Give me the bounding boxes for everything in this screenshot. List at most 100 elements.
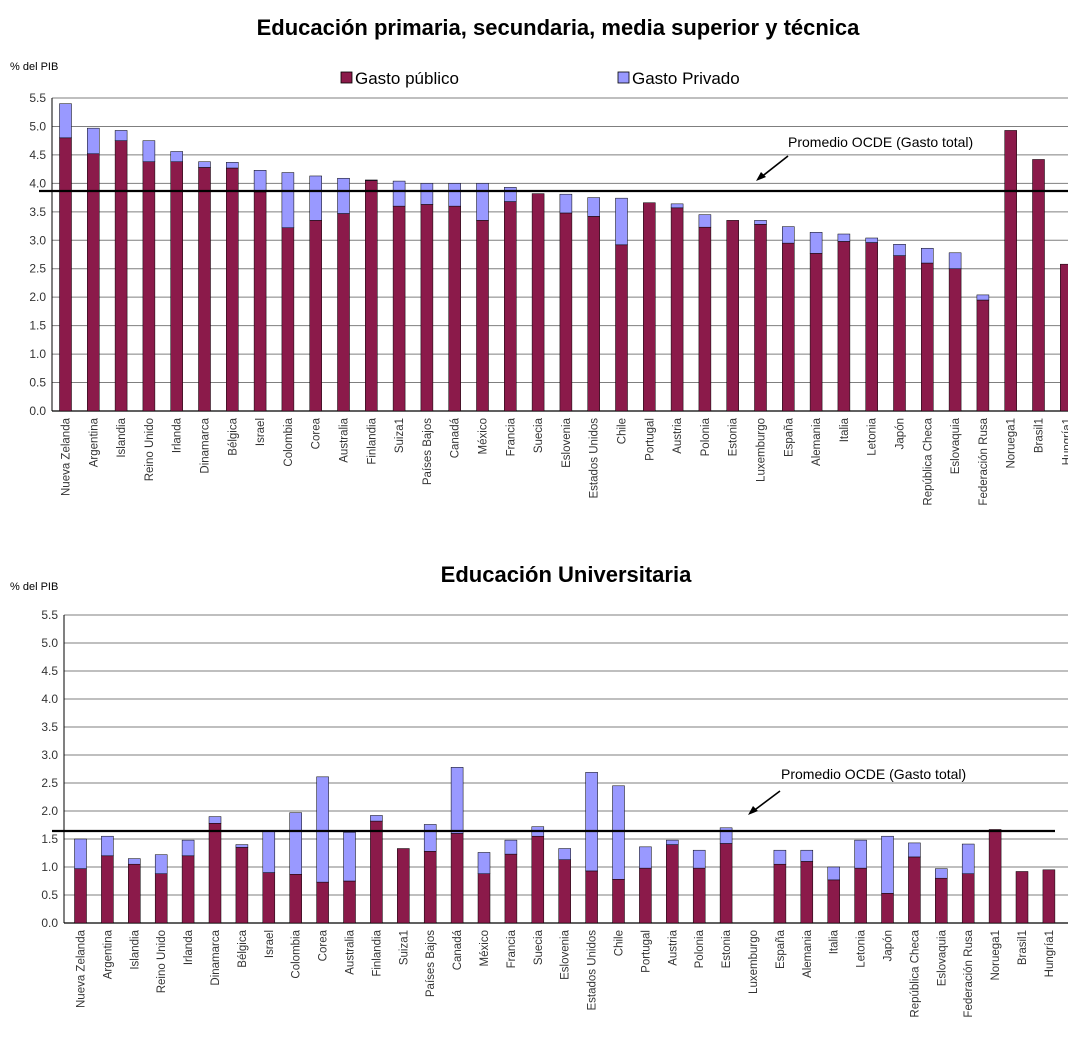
bars [75, 767, 1055, 923]
y-tick-label: 3.5 [29, 205, 46, 219]
y-tick-label: 3.5 [41, 720, 58, 734]
annotation-arrow [752, 791, 780, 812]
bar-private [782, 227, 794, 244]
y-tick-label: 2.0 [41, 804, 58, 818]
bar-private [935, 869, 947, 879]
x-tick-label: Irlanda [183, 929, 195, 965]
bar-public [393, 206, 405, 411]
bar-private [317, 777, 329, 882]
y-unit-label: % del PIB [10, 581, 58, 593]
bar-public [254, 192, 266, 411]
bar-public [115, 141, 127, 411]
bar-public [317, 882, 329, 923]
bar-public [370, 821, 382, 923]
bar-public [613, 879, 625, 923]
bar-private [290, 813, 302, 875]
bar-public [616, 245, 628, 411]
y-axis-ticks: 0.00.51.01.52.02.53.03.54.04.55.05.5 [41, 608, 64, 930]
x-tick-label: Noruega1 [990, 930, 1002, 981]
bar-public [588, 216, 600, 411]
bar-public [977, 300, 989, 411]
bar-public [1005, 130, 1017, 411]
chart-title: Educación Universitaria [441, 562, 692, 587]
x-tick-label: Alemania [811, 417, 823, 466]
bar-public [532, 194, 544, 411]
bar-public [75, 869, 87, 923]
chart-primary-secondary: Educación primaria, secundaria, media su… [10, 15, 1068, 506]
x-tick-label: Eslovenia [561, 417, 573, 467]
bar-private [977, 295, 989, 300]
x-tick-label: Noruega1 [1006, 418, 1018, 469]
x-tick-label: Chile [614, 930, 626, 956]
bar-public [310, 220, 322, 411]
bar-public [236, 847, 248, 923]
bar-public [365, 181, 377, 411]
bar-public [727, 220, 739, 411]
x-tick-label: Portugal [644, 418, 656, 461]
bar-public [666, 845, 678, 923]
bar-public [755, 224, 767, 411]
x-tick-label: Estonia [728, 417, 740, 456]
bar-public [639, 868, 651, 923]
bar-public [671, 208, 683, 411]
bar-public [855, 868, 867, 923]
bar-public [344, 881, 356, 923]
y-tick-label: 0.5 [29, 376, 46, 390]
bar-private [505, 840, 517, 854]
bar-private [855, 840, 867, 868]
x-tick-label: Letonia [856, 929, 868, 967]
bar-private [60, 104, 72, 138]
x-tick-label: Dinamarca [200, 417, 212, 473]
annotation-arrow [760, 156, 788, 178]
bar-public [838, 241, 850, 411]
bar-private [421, 183, 433, 204]
bar-public [424, 851, 436, 923]
x-tick-label: Reino Unido [144, 418, 156, 481]
bar-public [182, 856, 194, 923]
bar-private [451, 767, 463, 833]
x-tick-label: Finlandia [371, 929, 383, 976]
bar-private [115, 130, 127, 140]
y-tick-label: 4.5 [41, 664, 58, 678]
x-tick-label: Suiza1 [394, 418, 406, 453]
x-tick-label: Argentina [88, 417, 100, 467]
bar-private [801, 850, 813, 861]
bar-public [774, 864, 786, 923]
y-tick-label: 4.0 [29, 176, 46, 190]
bar-private [171, 151, 183, 161]
x-tick-label: Japón [895, 418, 907, 449]
x-tick-label: Irlanda [172, 417, 184, 453]
bar-public [720, 843, 732, 923]
x-tick-label: Israel [255, 418, 267, 446]
x-tick-label: Chile [617, 418, 629, 444]
x-tick-label: Suecia [533, 929, 545, 965]
x-tick-label: Austria [672, 417, 684, 453]
x-tick-label: Canadá [452, 929, 464, 970]
x-tick-label: Japón [883, 930, 895, 961]
bar-public [290, 874, 302, 923]
bar-private [87, 128, 99, 154]
x-tick-label: Eslovenia [560, 929, 572, 979]
y-tick-label: 5.5 [41, 608, 58, 622]
y-tick-label: 1.5 [29, 319, 46, 333]
y-unit-label: % del PIB [10, 61, 58, 73]
annotation-arrow-head [756, 172, 766, 181]
x-tick-label: España [783, 417, 795, 457]
x-tick-label: Estados Unidos [589, 418, 601, 499]
legend-label-public: Gasto público [355, 69, 459, 88]
bar-private [75, 839, 87, 869]
bar-private [616, 198, 628, 245]
bar-public [801, 861, 813, 923]
bar-private [155, 855, 167, 874]
bar-public [559, 860, 571, 923]
x-tick-label: Israel [264, 930, 276, 958]
y-axis-ticks: 0.00.51.01.52.02.53.03.54.04.55.05.5 [29, 91, 52, 418]
x-tick-label: Dinamarca [210, 929, 222, 985]
bar-private [143, 141, 155, 162]
x-tick-label: Alemania [802, 929, 814, 978]
bar-public [908, 857, 920, 923]
bar-private [478, 852, 490, 873]
y-tick-label: 1.5 [41, 832, 58, 846]
bar-private [182, 840, 194, 856]
